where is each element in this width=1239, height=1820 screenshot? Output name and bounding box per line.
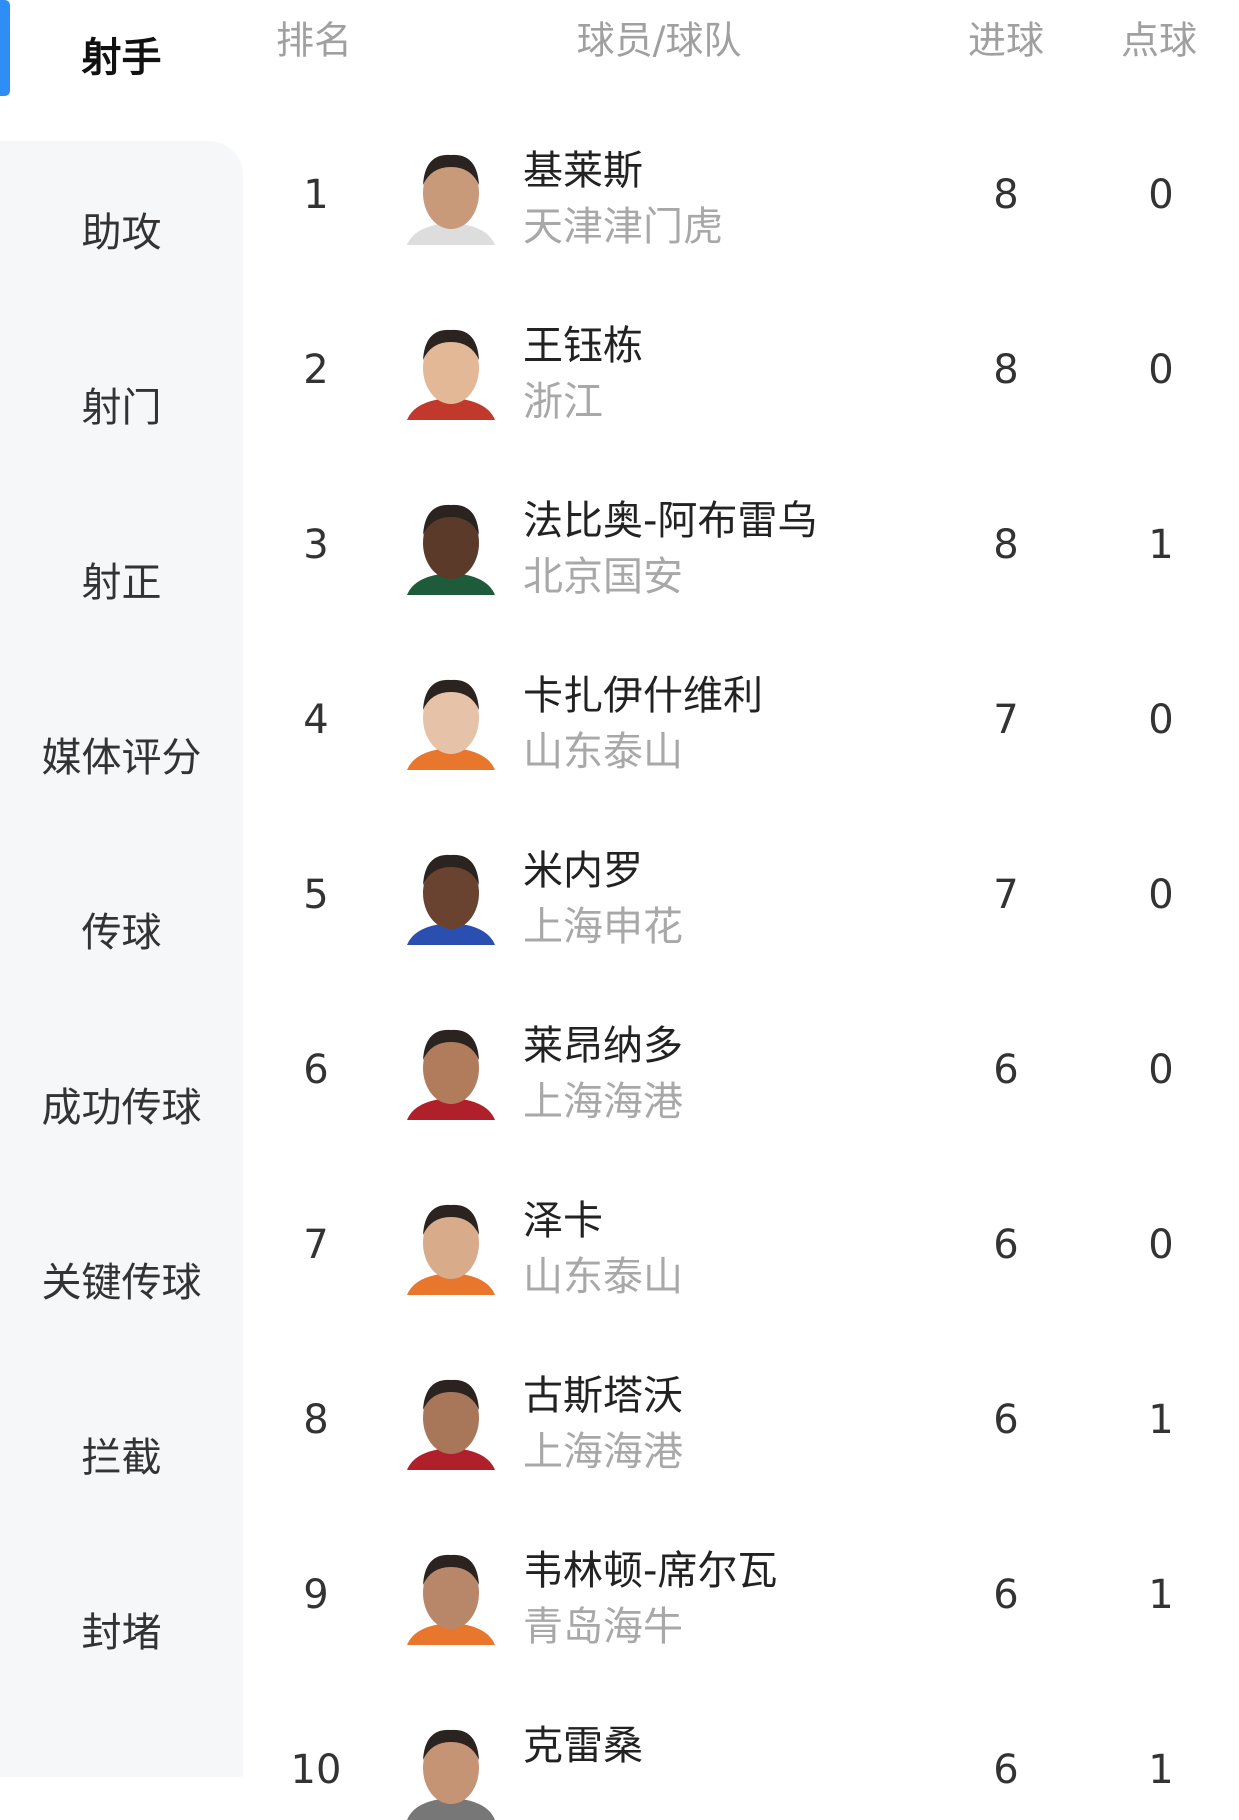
player-avatar — [405, 845, 497, 945]
player-avatar — [405, 670, 497, 770]
player-avatar — [405, 1370, 497, 1470]
avatar-art — [407, 504, 495, 595]
penalties: 0 — [1148, 172, 1174, 218]
page: {"tabs": ["射手", "助攻", "射门", "射正", "媒体评分"… — [0, 0, 1198, 1820]
penalties: 1 — [1148, 1572, 1174, 1618]
rank: 2 — [303, 347, 329, 393]
player-name: 王钰栋 — [523, 323, 643, 369]
penalties: 1 — [1148, 1747, 1174, 1793]
goals: 7 — [993, 872, 1019, 918]
goals: 7 — [993, 697, 1019, 743]
player-name: 泽卡 — [523, 1198, 603, 1244]
rank: 6 — [303, 1047, 329, 1093]
avatar-art — [407, 1029, 495, 1120]
column-header: 球员/球队 — [576, 18, 742, 63]
sidebar-tab[interactable]: 射正 — [81, 560, 162, 606]
goals: 6 — [993, 1572, 1019, 1618]
player-name: 基莱斯 — [523, 148, 643, 194]
avatar-art — [407, 1554, 495, 1645]
team-name: 上海海港 — [523, 1429, 683, 1475]
player-name: 米内罗 — [523, 848, 643, 894]
sidebar — [0, 141, 243, 1777]
penalties: 0 — [1148, 347, 1174, 393]
avatar-art — [407, 679, 495, 770]
player-name: 莱昂纳多 — [523, 1023, 683, 1069]
avatar-art — [407, 854, 495, 945]
rank: 9 — [303, 1572, 329, 1618]
rank: 7 — [303, 1222, 329, 1268]
sidebar-tab[interactable]: 传球 — [81, 910, 162, 956]
player-name: 克雷桑 — [523, 1723, 643, 1769]
penalties: 0 — [1148, 1222, 1174, 1268]
player-name: 法比奥-阿布雷乌 — [523, 498, 818, 544]
rank: 10 — [290, 1747, 342, 1793]
rank: 3 — [303, 522, 329, 568]
player-name: 韦林顿-席尔瓦 — [523, 1548, 778, 1594]
team-name: 天津津门虎 — [523, 204, 723, 250]
penalties: 1 — [1148, 522, 1174, 568]
sidebar-tab[interactable]: 媒体评分 — [41, 735, 202, 781]
rank: 8 — [303, 1397, 329, 1443]
player-name: 卡扎伊什维利 — [523, 673, 763, 719]
sidebar-tab[interactable]: 助攻 — [81, 210, 162, 256]
player-avatar — [405, 495, 497, 595]
team-name: 浙江 — [523, 379, 603, 425]
player-avatar — [405, 320, 497, 420]
avatar-art — [407, 329, 495, 420]
sidebar-tab[interactable]: 射门 — [81, 385, 162, 431]
avatar-art — [407, 1729, 495, 1820]
penalties: 0 — [1148, 872, 1174, 918]
player-avatar — [405, 1545, 497, 1645]
column-header: 进球 — [967, 18, 1045, 63]
team-name: 北京国安 — [523, 554, 683, 600]
player-avatar — [405, 1020, 497, 1120]
sidebar-tab[interactable]: 拦截 — [81, 1435, 162, 1481]
column-header: 排名 — [275, 18, 353, 63]
goals: 6 — [993, 1397, 1019, 1443]
sidebar-tab[interactable]: 关键传球 — [41, 1260, 202, 1306]
goals: 8 — [993, 522, 1019, 568]
player-avatar — [405, 1720, 497, 1820]
player-avatar — [405, 1195, 497, 1295]
sidebar-tab[interactable]: 封堵 — [81, 1610, 162, 1656]
penalties: 0 — [1148, 697, 1174, 743]
column-header: 点球 — [1120, 18, 1198, 63]
team-name: 山东泰山 — [523, 1254, 683, 1300]
avatar-art — [407, 154, 495, 245]
active-indicator — [0, 0, 10, 96]
goals: 8 — [993, 172, 1019, 218]
team-name: 青岛海牛 — [523, 1604, 683, 1650]
rank: 1 — [303, 172, 329, 218]
sidebar-tab[interactable]: 成功传球 — [41, 1085, 202, 1131]
rank: 4 — [303, 697, 329, 743]
team-name: 上海申花 — [523, 904, 683, 950]
penalties: 0 — [1148, 1047, 1174, 1093]
team-name: 山东泰山 — [523, 729, 683, 775]
goals: 6 — [993, 1222, 1019, 1268]
player-avatar — [405, 145, 497, 245]
goals: 8 — [993, 347, 1019, 393]
avatar-art — [407, 1379, 495, 1470]
sidebar-tab[interactable]: 射手 — [81, 35, 162, 81]
goals: 6 — [993, 1047, 1019, 1093]
team-name: 上海海港 — [523, 1079, 683, 1125]
player-name: 古斯塔沃 — [523, 1373, 683, 1419]
penalties: 1 — [1148, 1397, 1174, 1443]
avatar-art — [407, 1204, 495, 1295]
goals: 6 — [993, 1747, 1019, 1793]
rank: 5 — [303, 872, 329, 918]
